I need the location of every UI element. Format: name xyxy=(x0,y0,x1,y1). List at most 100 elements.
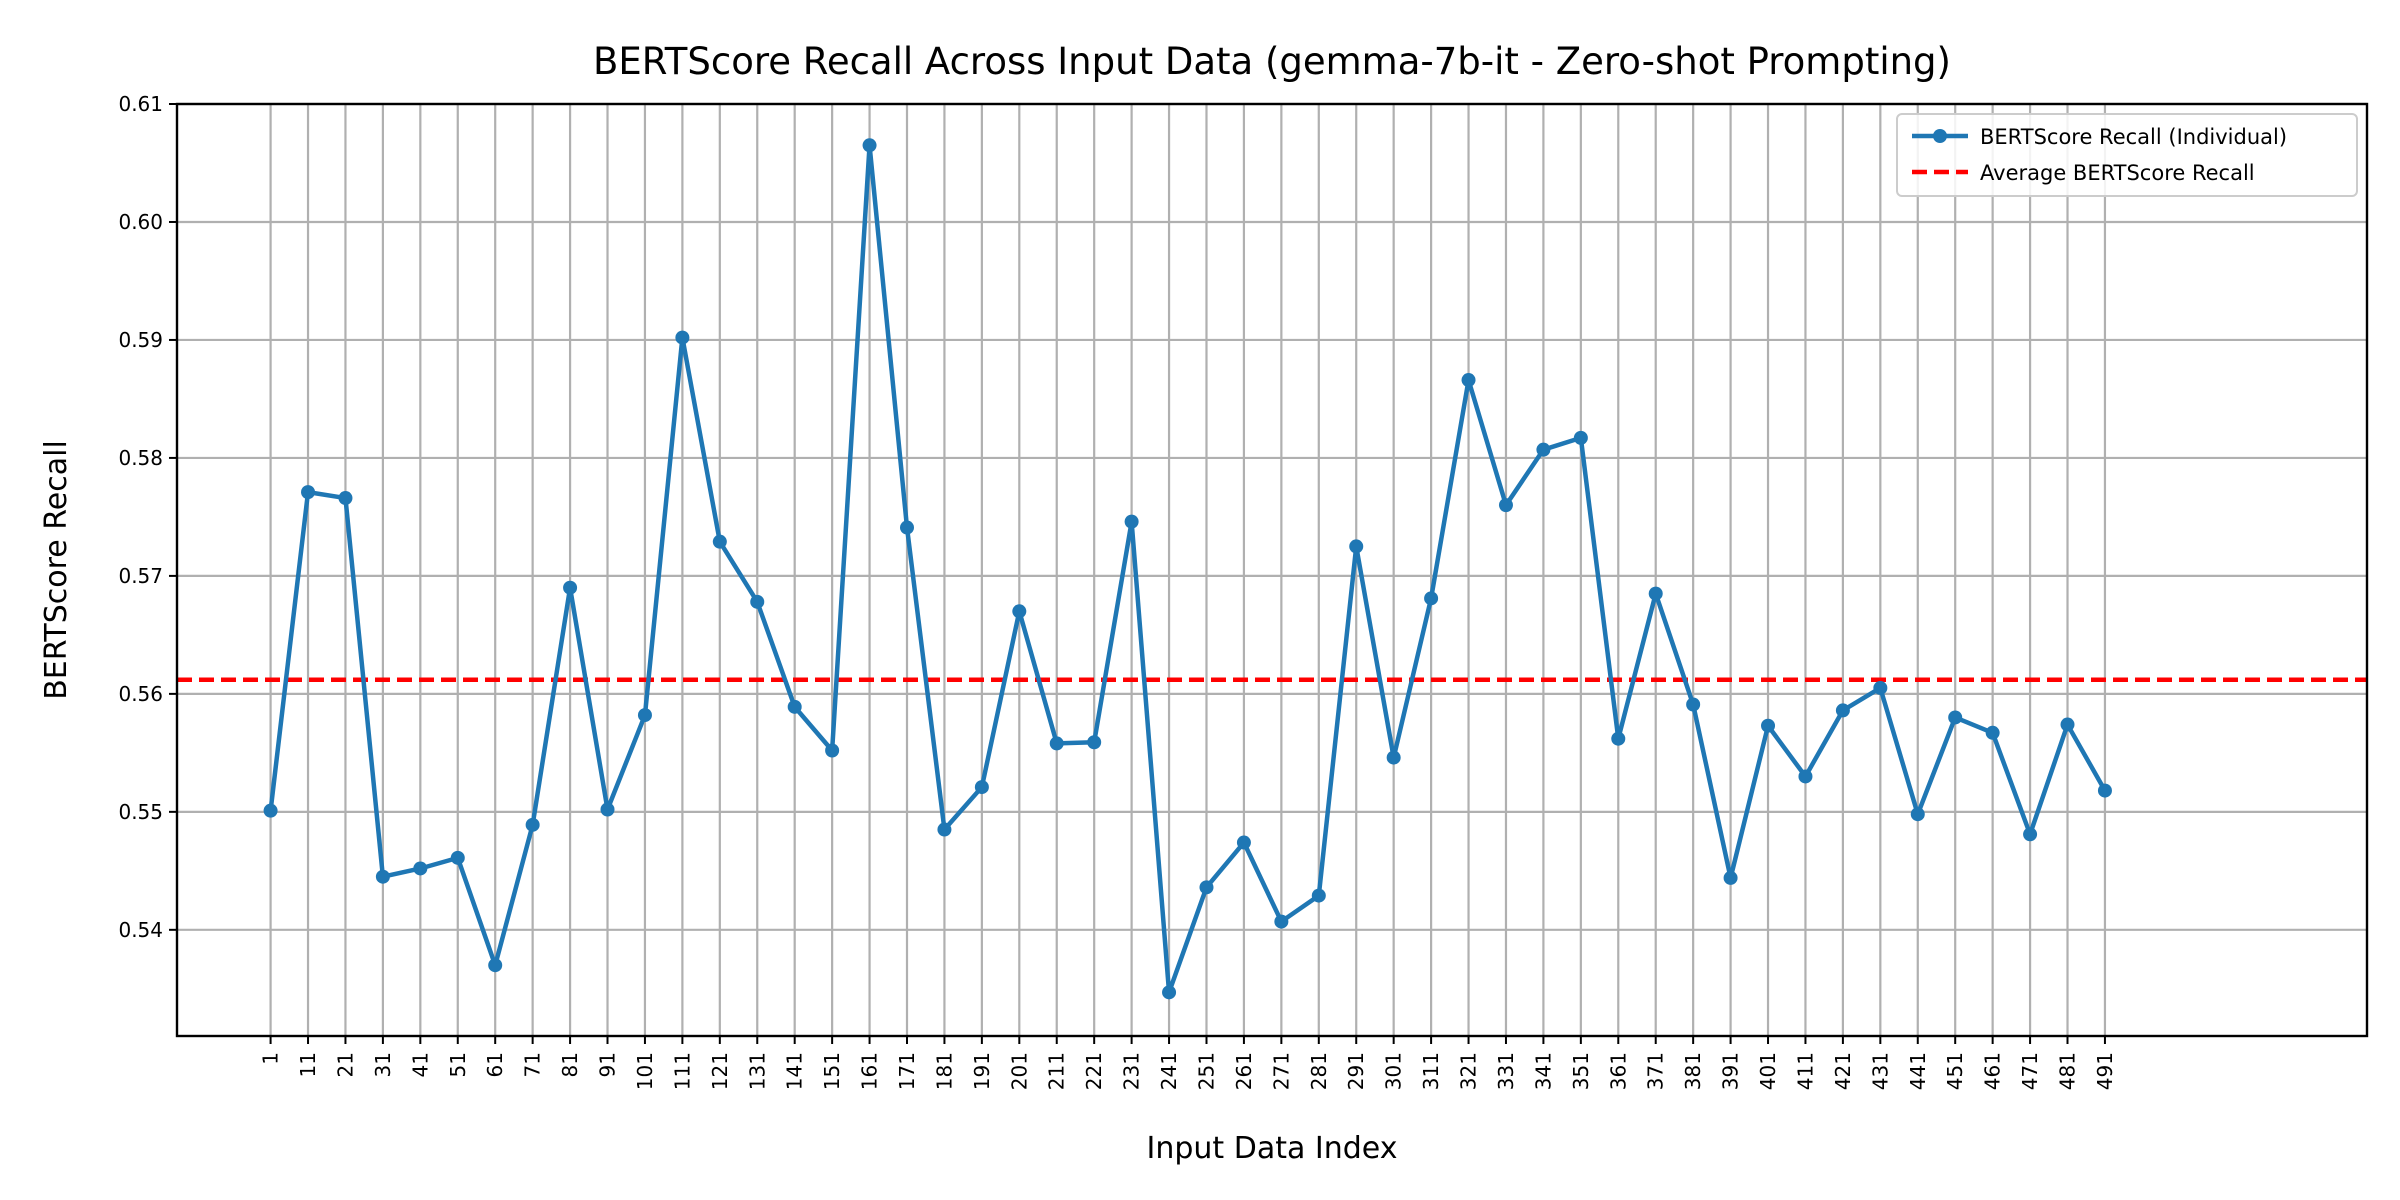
x-tick-label: 261 xyxy=(1232,1052,1256,1090)
y-tick-label: 0.55 xyxy=(118,800,163,824)
data-point xyxy=(1424,591,1439,606)
data-point xyxy=(1948,710,1963,725)
axis-ticks xyxy=(169,103,2106,1044)
data-point xyxy=(1873,680,1888,695)
x-tick-label: 151 xyxy=(820,1052,844,1090)
x-tick-label: 191 xyxy=(970,1052,994,1090)
x-tick-label: 321 xyxy=(1457,1052,1481,1090)
x-tick-label: 401 xyxy=(1756,1052,1780,1090)
data-point xyxy=(1349,539,1364,554)
legend-box xyxy=(1896,113,2358,197)
x-tick-label: 51 xyxy=(446,1052,470,1077)
y-tick-label: 0.58 xyxy=(118,446,163,470)
x-tick-label: 481 xyxy=(2056,1052,2080,1090)
data-point xyxy=(1536,442,1551,457)
x-tick-label: 211 xyxy=(1045,1052,1069,1090)
y-tick-label: 0.56 xyxy=(118,682,163,706)
y-tick-label: 0.57 xyxy=(118,564,163,588)
x-tick-label: 221 xyxy=(1082,1052,1106,1090)
x-tick-label: 291 xyxy=(1344,1052,1368,1090)
x-tick-label: 1 xyxy=(259,1052,283,1065)
x-tick-label: 241 xyxy=(1157,1052,1181,1090)
x-tick-label: 471 xyxy=(2018,1052,2042,1090)
x-tick-label: 461 xyxy=(1981,1052,2005,1090)
data-point xyxy=(1611,731,1626,746)
data-point xyxy=(1386,750,1401,765)
data-point xyxy=(2060,717,2075,732)
data-point xyxy=(1461,373,1476,388)
x-tick-label: 21 xyxy=(333,1052,357,1077)
data-point xyxy=(600,802,615,817)
data-point xyxy=(450,850,465,865)
data-point xyxy=(1985,725,2000,740)
data-point xyxy=(637,708,652,723)
legend: BERTScore Recall (Individual) Average BE… xyxy=(1896,113,2358,197)
data-point xyxy=(263,803,278,818)
legend-label-individual: BERTScore Recall (Individual) xyxy=(1980,125,2287,149)
series-line-individual xyxy=(268,143,2107,995)
chart-title: BERTScore Recall Across Input Data (gemm… xyxy=(593,40,1951,83)
y-tick-label: 0.60 xyxy=(118,210,163,234)
data-point xyxy=(974,780,989,795)
data-point xyxy=(1274,914,1289,929)
x-tick-label: 441 xyxy=(1906,1052,1930,1090)
data-point xyxy=(712,534,727,549)
x-tick-label: 361 xyxy=(1606,1052,1630,1090)
data-point xyxy=(2023,827,2038,842)
x-tick-label: 181 xyxy=(932,1052,956,1090)
data-point xyxy=(413,861,428,876)
data-point xyxy=(525,817,540,832)
x-tick-label: 161 xyxy=(858,1052,882,1090)
data-point xyxy=(1049,736,1064,751)
data-point xyxy=(1686,697,1701,712)
x-tick-label: 41 xyxy=(408,1052,432,1077)
data-point xyxy=(825,743,840,758)
legend-label-average: Average BERTScore Recall xyxy=(1980,161,2255,185)
data-point xyxy=(675,330,690,345)
x-tick-label: 381 xyxy=(1681,1052,1705,1090)
x-tick-label: 431 xyxy=(1868,1052,1892,1090)
series-layer xyxy=(263,138,2112,1000)
y-axis-label: BERTScore Recall xyxy=(39,440,74,700)
data-point xyxy=(900,520,914,535)
x-tick-label: 91 xyxy=(596,1052,620,1077)
axis-tick-labels: 1 11 21 31 41 51 61 71 81 91 101 111 121 131 141 151 161… xyxy=(118,92,2116,1090)
x-tick-label: 101 xyxy=(633,1052,657,1090)
legend-marker-individual xyxy=(1933,129,1947,143)
x-tick-label: 451 xyxy=(1943,1052,1967,1090)
data-point xyxy=(862,138,877,153)
data-point xyxy=(488,958,503,973)
data-point xyxy=(338,491,353,506)
data-point xyxy=(563,580,578,595)
data-point xyxy=(1311,888,1326,903)
data-point xyxy=(750,594,765,609)
data-point xyxy=(1162,985,1177,1000)
data-point xyxy=(1236,835,1251,850)
data-point xyxy=(1087,735,1102,750)
data-point xyxy=(1648,586,1663,601)
x-tick-label: 311 xyxy=(1419,1052,1443,1090)
x-tick-label: 491 xyxy=(2093,1052,2117,1090)
data-point xyxy=(1761,718,1776,733)
data-point xyxy=(937,822,952,837)
x-axis-label: Input Data Index xyxy=(1147,1131,1398,1166)
x-tick-label: 81 xyxy=(558,1052,582,1077)
x-tick-label: 171 xyxy=(895,1052,919,1090)
x-tick-label: 71 xyxy=(521,1052,545,1077)
data-point xyxy=(1012,604,1027,619)
x-tick-label: 31 xyxy=(371,1052,395,1077)
x-tick-label: 281 xyxy=(1307,1052,1331,1090)
x-tick-label: 11 xyxy=(296,1052,320,1077)
x-tick-label: 301 xyxy=(1382,1052,1406,1090)
x-tick-label: 111 xyxy=(670,1052,694,1090)
x-tick-label: 351 xyxy=(1569,1052,1593,1090)
y-tick-label: 0.61 xyxy=(118,92,163,116)
data-point xyxy=(1798,769,1813,784)
x-tick-label: 341 xyxy=(1531,1052,1555,1090)
data-point xyxy=(1573,430,1588,445)
y-tick-label: 0.54 xyxy=(118,918,163,942)
x-tick-label: 61 xyxy=(483,1052,507,1077)
x-tick-label: 391 xyxy=(1719,1052,1743,1090)
